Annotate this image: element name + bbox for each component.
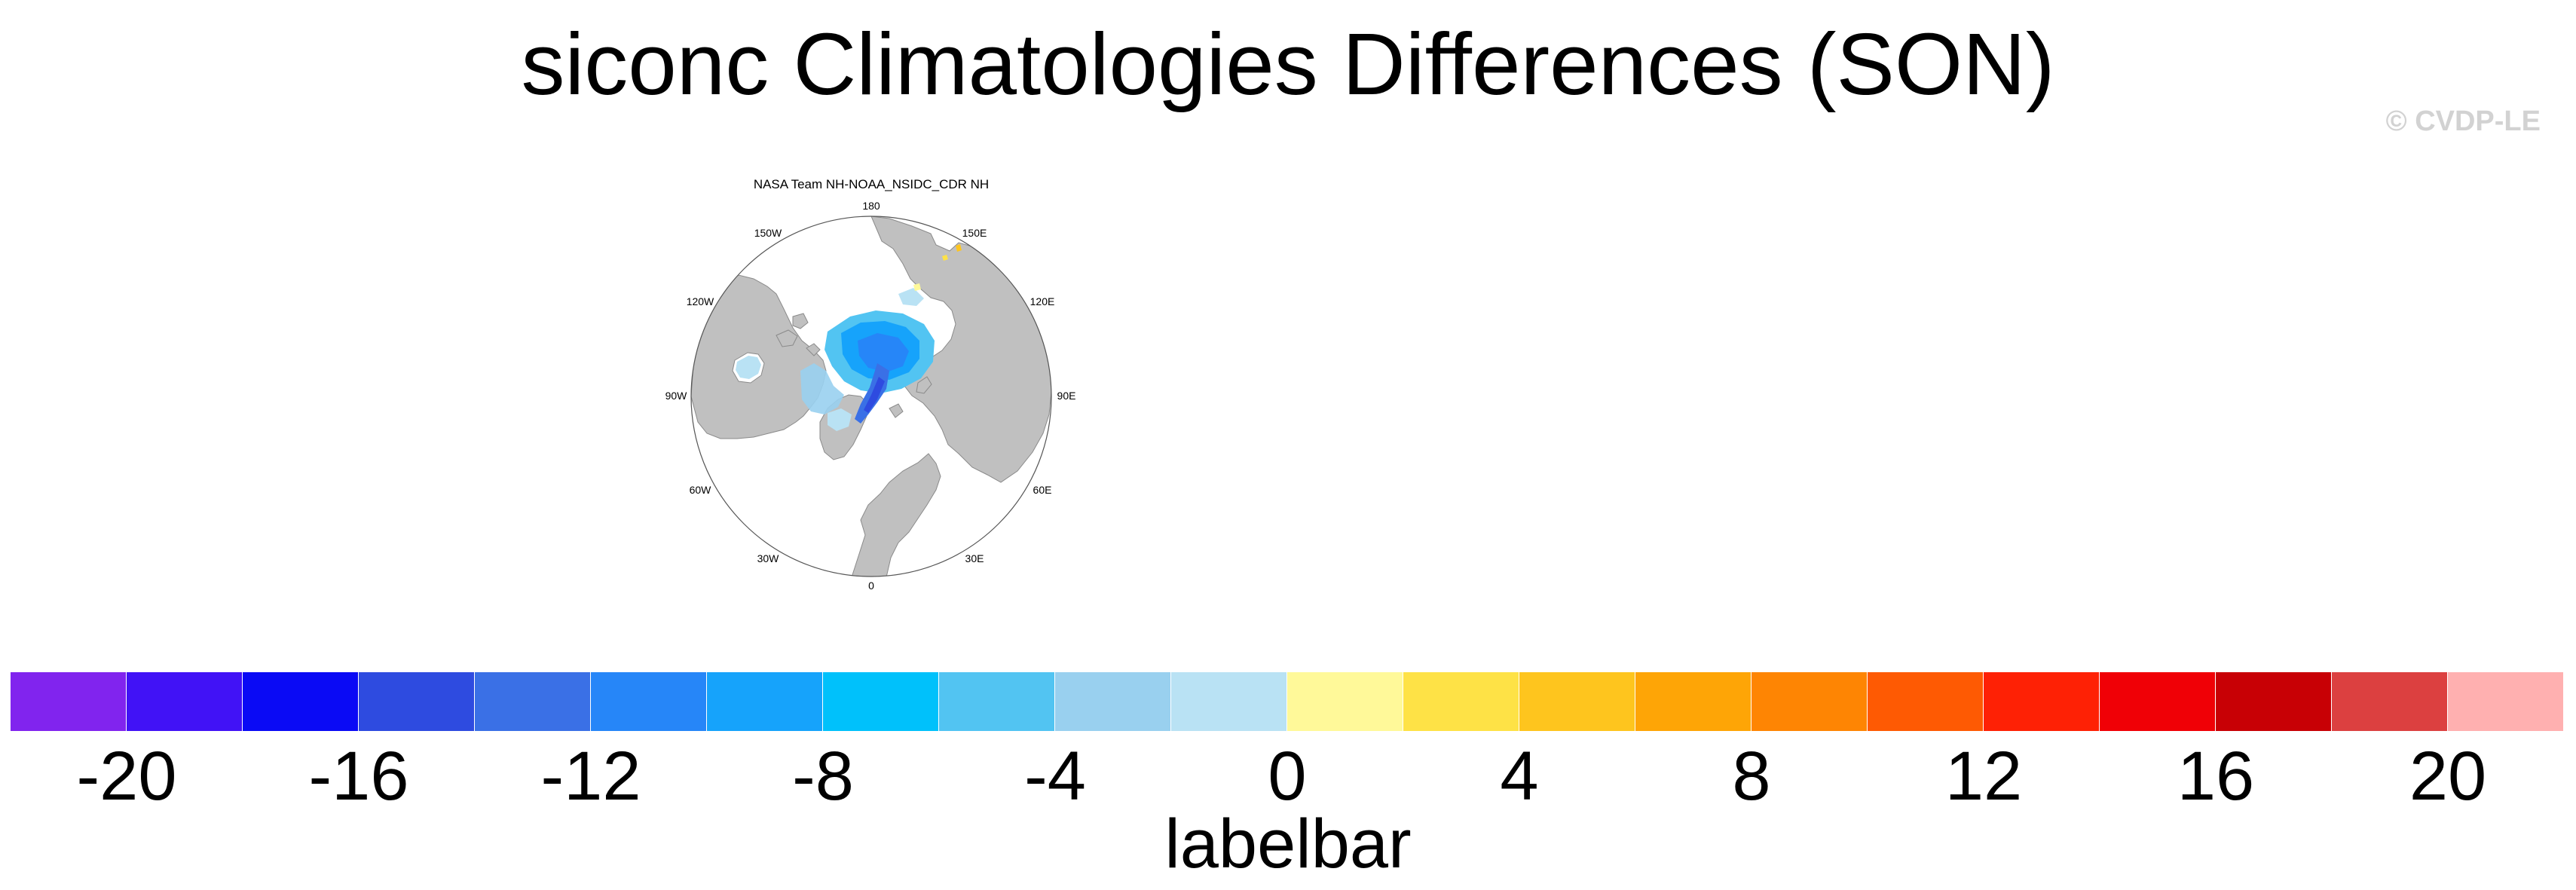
colorbar-box — [1635, 672, 1751, 731]
svalbard-island — [889, 403, 904, 418]
colorbar-tick: -20 — [76, 738, 177, 815]
map-content — [691, 216, 1051, 577]
colorbar-box — [707, 672, 823, 731]
map-boundary — [690, 216, 1052, 577]
lon-label-0: 0 — [868, 580, 874, 592]
colorbar-box — [243, 672, 359, 731]
colorbar-tick: 16 — [2177, 738, 2255, 815]
europe-land — [851, 453, 941, 577]
colorbar-box — [11, 672, 127, 731]
colorbar-box — [2216, 672, 2332, 731]
archipelago-island — [792, 313, 809, 329]
colorbar-tick: 0 — [1268, 738, 1307, 815]
colorbar-tick: 12 — [1944, 738, 2023, 815]
colorbar-box — [823, 672, 939, 731]
colorbar-box — [359, 672, 475, 731]
lon-label-60e: 60E — [1033, 484, 1052, 496]
cvdp-watermark: © CVDP-LE — [2385, 106, 2541, 137]
archipelago-island — [806, 343, 821, 356]
colorbar-box — [1519, 672, 1635, 731]
colorbar-box — [475, 672, 591, 731]
figure-title: siconc Climatologies Differences (SON) — [521, 15, 2055, 113]
colorbar-box — [1751, 672, 1868, 731]
colorbar-tick-labels: -20 -16 -12 -8 -4 0 4 8 12 16 20 — [0, 735, 2576, 818]
colorbar-box — [939, 672, 1055, 731]
colorbar-tick: 4 — [1500, 738, 1539, 815]
colorbar-box — [2448, 672, 2564, 731]
colorbar-box — [1287, 672, 1403, 731]
lon-label-120e: 120E — [1030, 295, 1055, 307]
lon-label-150e: 150E — [962, 227, 987, 239]
lon-label-30w: 30W — [757, 552, 780, 564]
lon-label-60w: 60W — [690, 484, 712, 496]
colorbar-label: labelbar — [1164, 806, 1412, 882]
longitude-labels: 180 150E 120E 90E 60E 30E 0 30W 60W 90W … — [665, 200, 1076, 592]
colorbar-box — [2332, 672, 2448, 731]
lon-label-180: 180 — [862, 200, 880, 212]
lon-label-30e: 30E — [965, 552, 984, 564]
panel-title: NASA Team NH-NOAA_NSIDC_CDR NH — [754, 177, 989, 191]
polar-map-panel: NASA Team NH-NOAA_NSIDC_CDR NH — [663, 173, 1085, 595]
colorbar-tick: 20 — [2409, 738, 2487, 815]
colorbar-box — [1171, 672, 1287, 731]
colorbar-tick: -8 — [792, 738, 854, 815]
sea-ice-difference-field — [800, 244, 984, 431]
colorbar-tick: 8 — [1732, 738, 1771, 815]
hudson-bay-ice — [736, 356, 761, 379]
polar-map: NASA Team NH-NOAA_NSIDC_CDR NH — [665, 177, 1076, 592]
colorbar-box — [1868, 672, 1984, 731]
archipelago-island — [776, 329, 798, 347]
colorbar-tick: -4 — [1024, 738, 1086, 815]
colorbar-box — [127, 672, 243, 731]
colorbar-box — [1055, 672, 1171, 731]
colorbar-box — [1984, 672, 2100, 731]
colorbar-box — [1403, 672, 1519, 731]
lon-label-90w: 90W — [665, 390, 688, 402]
colorbar — [11, 672, 2564, 731]
colorbar-tick: -12 — [540, 738, 641, 815]
lon-label-120w: 120W — [687, 295, 714, 307]
novaya-zemlya-island — [916, 376, 932, 394]
colorbar-box — [591, 672, 707, 731]
lon-label-90e: 90E — [1057, 390, 1076, 402]
colorbar-tick: -16 — [308, 738, 409, 815]
colorbar-box — [2100, 672, 2216, 731]
lon-label-150w: 150W — [754, 227, 782, 239]
